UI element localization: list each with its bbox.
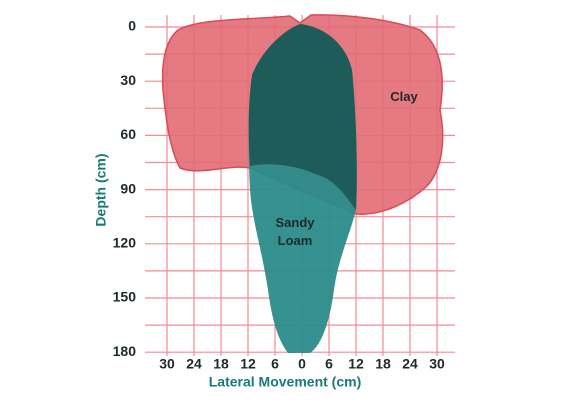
region-label: Sandy Loam (275, 215, 315, 248)
x-tick-label: 18 (375, 356, 391, 372)
x-tick-label: 0 (298, 356, 306, 372)
y-tick-label: 30 (120, 72, 136, 88)
x-axis-label: Lateral Movement (cm) (209, 374, 361, 390)
x-tick-label: 30 (159, 356, 175, 372)
y-tick-label: 120 (113, 235, 137, 251)
y-axis-label: Depth (cm) (93, 153, 109, 226)
y-tick-label: 180 (113, 343, 137, 359)
x-tick-label: 24 (402, 356, 418, 372)
x-tick-label: 24 (186, 356, 202, 372)
x-tick-label: 18 (213, 356, 229, 372)
y-tick-label: 60 (120, 126, 136, 142)
overlap-region (248, 24, 357, 210)
x-tick-label: 30 (429, 356, 445, 372)
y-tick-label: 90 (120, 180, 136, 196)
x-tick-label: 6 (271, 356, 279, 372)
x-tick-label: 12 (348, 356, 364, 372)
region-label: Clay (390, 89, 418, 104)
y-tick-label: 150 (113, 289, 137, 305)
x-tick-label: 12 (240, 356, 256, 372)
y-tick-label: 0 (128, 18, 136, 34)
x-tick-label: 6 (325, 356, 333, 372)
